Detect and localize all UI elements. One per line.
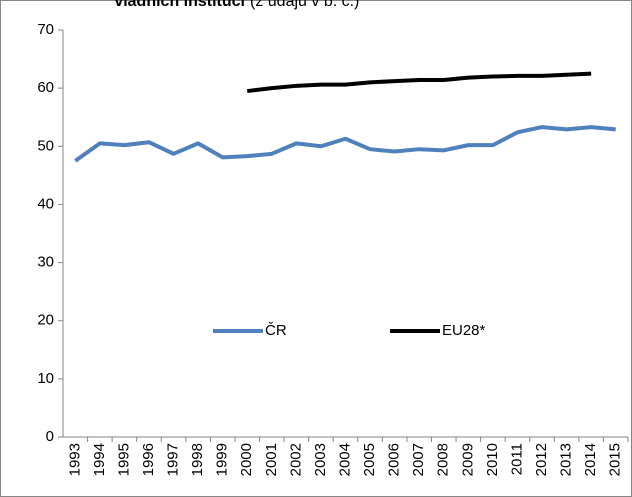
y-tick-label: 60	[37, 79, 54, 96]
x-tick-label: 2012	[533, 443, 550, 476]
x-tick-label: 2007	[410, 443, 427, 476]
x-tick-label: 2005	[361, 443, 378, 476]
x-tick-label: 2003	[312, 443, 329, 476]
x-tick-label: 1997	[165, 443, 182, 476]
y-tick-label: 0	[46, 428, 54, 445]
x-tick-label: 2000	[238, 443, 255, 476]
chart-subtitle: (z údajů v b. c.)	[250, 0, 359, 10]
x-tick-label: 2013	[558, 443, 575, 476]
x-tick-label: 1994	[91, 443, 108, 476]
y-tick-label: 20	[37, 312, 54, 329]
y-tick-label: 40	[37, 195, 54, 212]
x-tick-label: 2002	[287, 443, 304, 476]
x-tick-label: 2009	[459, 443, 476, 476]
x-tick-label: 2004	[336, 443, 353, 476]
x-tick-label: 2010	[484, 443, 501, 476]
y-tick-label: 50	[37, 137, 54, 154]
x-tick-label: 1996	[140, 443, 157, 476]
x-tick-label: 2014	[582, 443, 599, 476]
x-tick-label: 2006	[386, 443, 403, 476]
x-tick-label: 2001	[263, 443, 280, 476]
x-tick-label: 2011	[508, 443, 525, 475]
y-tick-label: 30	[37, 254, 54, 271]
legend-label: EU28*	[442, 322, 486, 339]
line-series	[247, 71, 592, 94]
y-tick-label: 10	[37, 370, 54, 387]
legend-label: ČR	[265, 322, 287, 339]
x-tick-label: 1993	[66, 443, 83, 476]
x-tick-label: 2015	[607, 443, 624, 476]
line-series	[74, 125, 616, 163]
y-tick-label: 70	[37, 21, 54, 38]
x-tick-label: 2008	[435, 443, 452, 476]
x-tick-label: 1998	[189, 443, 206, 476]
x-tick-label: 1995	[115, 443, 132, 476]
chart-title: vládních institucí	[114, 0, 245, 10]
x-tick-label: 1999	[214, 443, 231, 476]
